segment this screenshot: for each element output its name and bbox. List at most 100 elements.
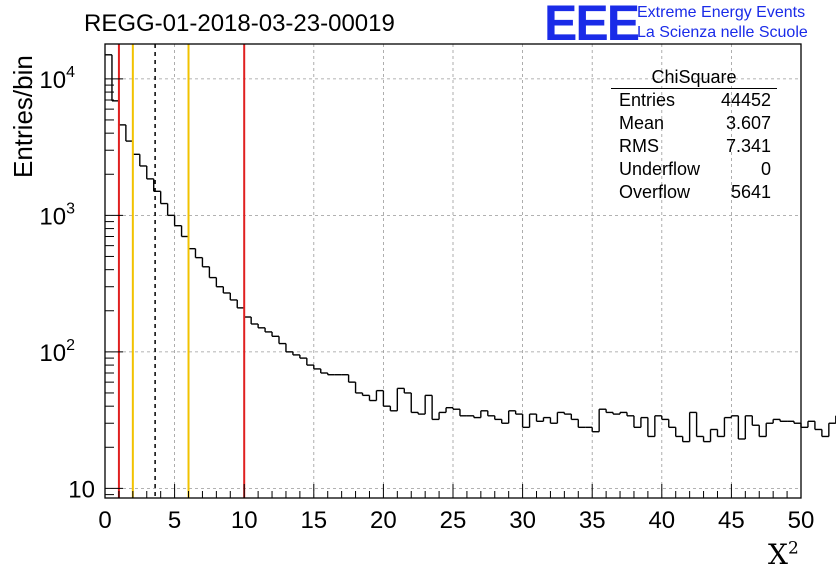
x-tick-label: 30: [509, 507, 536, 534]
histogram-bin: [647, 417, 655, 438]
stats-rows: Entries 44452 Mean 3.607 RMS 7.341 Underflow 0 O…: [611, 89, 777, 204]
histogram-bin: [688, 411, 697, 442]
histogram-bin: [501, 419, 509, 424]
x-tick-label: 15: [300, 507, 327, 534]
histogram-bin: [257, 323, 266, 329]
histogram-bin: [382, 390, 391, 407]
histogram-bin: [159, 191, 168, 205]
histogram-bin: [828, 422, 836, 437]
histogram-bin: [438, 411, 447, 420]
stats-row-value: 0: [760, 159, 771, 179]
histogram-bin: [208, 266, 217, 279]
y-tick-exponent: 2: [66, 337, 75, 354]
histogram-bin: [243, 307, 252, 318]
histogram-bin: [626, 412, 634, 417]
histogram-bin: [146, 165, 154, 180]
histogram-bin: [320, 368, 328, 374]
histogram-bin: [452, 407, 460, 410]
histogram-bin: [772, 418, 781, 424]
stats-row-label: RMS: [619, 136, 659, 156]
x-axis-label: X2: [768, 538, 799, 571]
stats-row: RMS 7.341: [611, 135, 777, 158]
x-axis: 0 5 10 15 20 25 30 35 40 45 50: [98, 484, 814, 534]
histogram-bin: [431, 395, 440, 421]
histogram-bin: [605, 409, 614, 414]
histogram-bin: [396, 387, 405, 411]
histogram-bin: [730, 415, 739, 418]
logo-line-2: La Scienza nelle Scuole: [637, 24, 808, 41]
histogram-bin: [716, 429, 725, 438]
histogram-bin: [633, 415, 641, 429]
histogram-bin: [709, 428, 718, 442]
histogram-bin: [487, 410, 495, 417]
y-tick-label: 10: [68, 476, 95, 503]
histogram-bin: [570, 414, 579, 421]
x-tick-label: 25: [440, 507, 467, 534]
stats-title: ChiSquare: [611, 66, 777, 89]
histogram-bin: [765, 422, 774, 437]
histogram-bin: [264, 327, 273, 333]
histogram-bin: [111, 54, 119, 102]
stats-row-label: Entries: [619, 90, 676, 110]
histogram-bin: [410, 392, 419, 414]
histogram-bin: [494, 415, 502, 421]
stats-row-label: Overflow: [619, 182, 691, 202]
histogram-bin: [549, 417, 558, 424]
stats-row: Mean 3.607: [611, 112, 777, 135]
grid: [105, 44, 801, 498]
histogram-bin: [201, 257, 210, 268]
chart-title: REGG-01-2018-03-23-00019: [84, 10, 395, 37]
histogram-bin: [180, 225, 189, 238]
histogram-bin: [751, 415, 760, 426]
histogram-bin: [681, 436, 690, 443]
histogram-bin: [187, 236, 196, 250]
histogram-bin: [125, 124, 133, 142]
histogram-bin: [563, 412, 572, 415]
histogram-bin: [654, 415, 662, 437]
histogram-bin: [577, 419, 586, 429]
histogram-bin: [779, 419, 788, 422]
histogram-bin: [514, 410, 523, 415]
histogram-bin: [619, 411, 627, 415]
histogram-bin: [236, 299, 245, 309]
histogram-bin: [424, 394, 433, 415]
histogram-bin: [347, 374, 356, 383]
histogram-bin: [723, 416, 732, 437]
histogram-bin: [271, 331, 279, 338]
histogram-bin: [354, 382, 363, 394]
y-tick-exponent: 3: [66, 200, 75, 217]
x-axis-label-text: X: [768, 538, 788, 571]
histogram-bin: [389, 406, 398, 412]
histogram-bin: [375, 389, 384, 401]
stats-row-value: 3.607: [725, 113, 771, 133]
y-tick-exponent: 4: [66, 64, 75, 81]
histogram-bin: [807, 420, 815, 428]
y-tick-base: 10: [39, 203, 66, 230]
histogram-bin: [814, 421, 822, 431]
histogram-bin: [118, 100, 126, 126]
histogram-bin: [215, 277, 224, 288]
histogram-bin: [132, 141, 140, 156]
histogram-bin: [445, 406, 453, 413]
histogram-bin: [229, 292, 238, 301]
histogram-bin: [173, 215, 182, 227]
histogram-bin: [285, 343, 293, 353]
y-tick-base: 10: [39, 67, 66, 94]
histogram-bin: [306, 358, 314, 366]
histogram-series: [105, 54, 836, 443]
histogram-bin: [292, 351, 300, 356]
stats-row: Underflow 0: [611, 158, 777, 181]
histogram-bin: [668, 419, 676, 429]
x-axis-label-exponent: 2: [787, 538, 799, 559]
x-tick-label: 35: [579, 507, 606, 534]
histogram-bin: [675, 427, 683, 438]
histogram-bin: [361, 392, 370, 397]
histogram-bin: [403, 388, 412, 394]
stats-row-value: 5641: [730, 182, 771, 202]
histogram-bin: [821, 429, 829, 438]
histogram-bin: [368, 395, 377, 402]
y-tick-label: 103: [39, 200, 75, 230]
histogram-bin: [250, 317, 259, 325]
histogram-bin: [222, 286, 231, 294]
